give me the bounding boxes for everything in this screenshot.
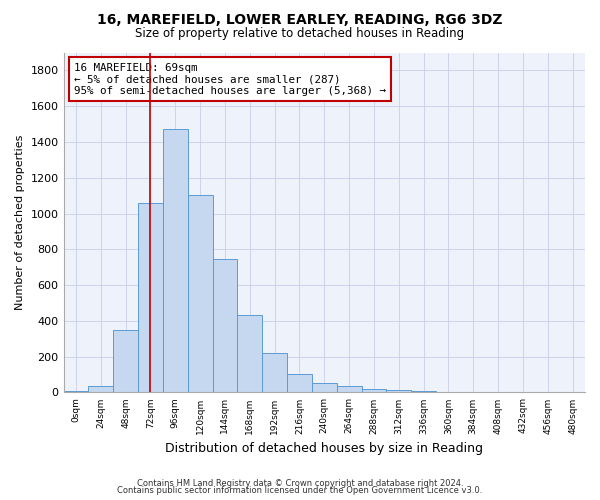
Bar: [262, 353, 287, 393]
Bar: [411, 390, 436, 392]
X-axis label: Distribution of detached houses by size in Reading: Distribution of detached houses by size …: [165, 442, 483, 455]
Text: Size of property relative to detached houses in Reading: Size of property relative to detached ho…: [136, 28, 464, 40]
Bar: [212, 259, 238, 392]
Bar: [386, 390, 411, 392]
Bar: [113, 330, 138, 392]
Bar: [362, 389, 386, 392]
Text: Contains public sector information licensed under the Open Government Licence v3: Contains public sector information licen…: [118, 486, 482, 495]
Bar: [88, 386, 113, 392]
Text: 16, MAREFIELD, LOWER EARLEY, READING, RG6 3DZ: 16, MAREFIELD, LOWER EARLEY, READING, RG…: [97, 12, 503, 26]
Bar: [238, 316, 262, 392]
Y-axis label: Number of detached properties: Number of detached properties: [15, 135, 25, 310]
Bar: [163, 130, 188, 392]
Text: Contains HM Land Registry data © Crown copyright and database right 2024.: Contains HM Land Registry data © Crown c…: [137, 478, 463, 488]
Bar: [287, 374, 312, 392]
Bar: [138, 203, 163, 392]
Bar: [312, 384, 337, 392]
Bar: [64, 390, 88, 392]
Text: 16 MAREFIELD: 69sqm
← 5% of detached houses are smaller (287)
95% of semi-detach: 16 MAREFIELD: 69sqm ← 5% of detached hou…: [74, 62, 386, 96]
Bar: [337, 386, 362, 392]
Bar: [188, 194, 212, 392]
